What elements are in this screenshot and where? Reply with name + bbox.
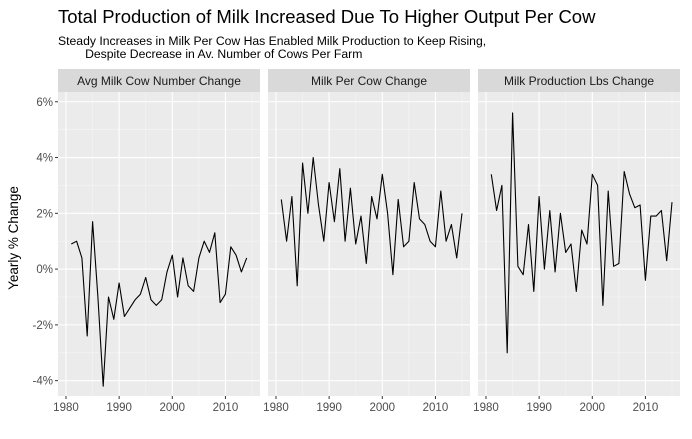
y-tick-label: 6% [36,97,53,109]
x-tick-label: 2000 [159,402,185,414]
x-tick-label: 1980 [263,402,289,414]
y-tick-label: 2% [36,208,53,220]
x-tick-label: 2010 [633,402,659,414]
x-tick-label: 2000 [579,402,605,414]
facet-strip-label: Avg Milk Cow Number Change [77,74,241,88]
y-tick-label: 0% [36,264,53,276]
facet-strip [268,69,470,92]
y-axis: -4% -2% 0% 2% 4% 6% [33,97,58,388]
x-tick-label: 1980 [473,402,499,414]
chart-title: Total Production of Milk Increased Due T… [58,6,596,27]
x-tick-label: 1990 [526,402,552,414]
series-line [280,156,463,287]
y-tick-label: -2% [33,320,53,332]
panel-background [58,92,260,396]
x-tick-label: 1990 [106,402,132,414]
facet-strip [58,69,260,92]
x-tick-label: 2010 [213,402,239,414]
facet-panel: Milk Production Lbs Change 1980 1990 2000 20… [473,69,680,414]
y-tick-label: 4% [36,153,53,165]
facet-strip-label: Milk Per Cow Change [311,74,427,88]
x-tick-label: 2010 [423,402,449,414]
facet-strip [478,69,680,92]
y-tick-label: -4% [33,376,53,388]
facet-panel: Milk Per Cow Change 1980 1990 2000 2010 [263,69,470,414]
x-tick-label: 2000 [369,402,395,414]
facet-strip-label: Milk Production Lbs Change [504,74,654,88]
series-line [71,221,248,387]
panel-background [478,92,680,396]
x-tick-label: 1990 [316,402,342,414]
chart-subtitle: Steady Increases in Milk Per Cow Has Ena… [58,34,487,61]
x-tick-label: 1980 [53,402,79,414]
panel-background [268,92,470,396]
facet-panels: Avg Milk Cow Number Change 1980 1990 2000 20… [53,69,680,414]
facet-panel: Avg Milk Cow Number Change 1980 1990 2000 20… [53,69,260,414]
y-axis-title: Yearly % Change [6,186,21,290]
series-line [490,112,673,354]
